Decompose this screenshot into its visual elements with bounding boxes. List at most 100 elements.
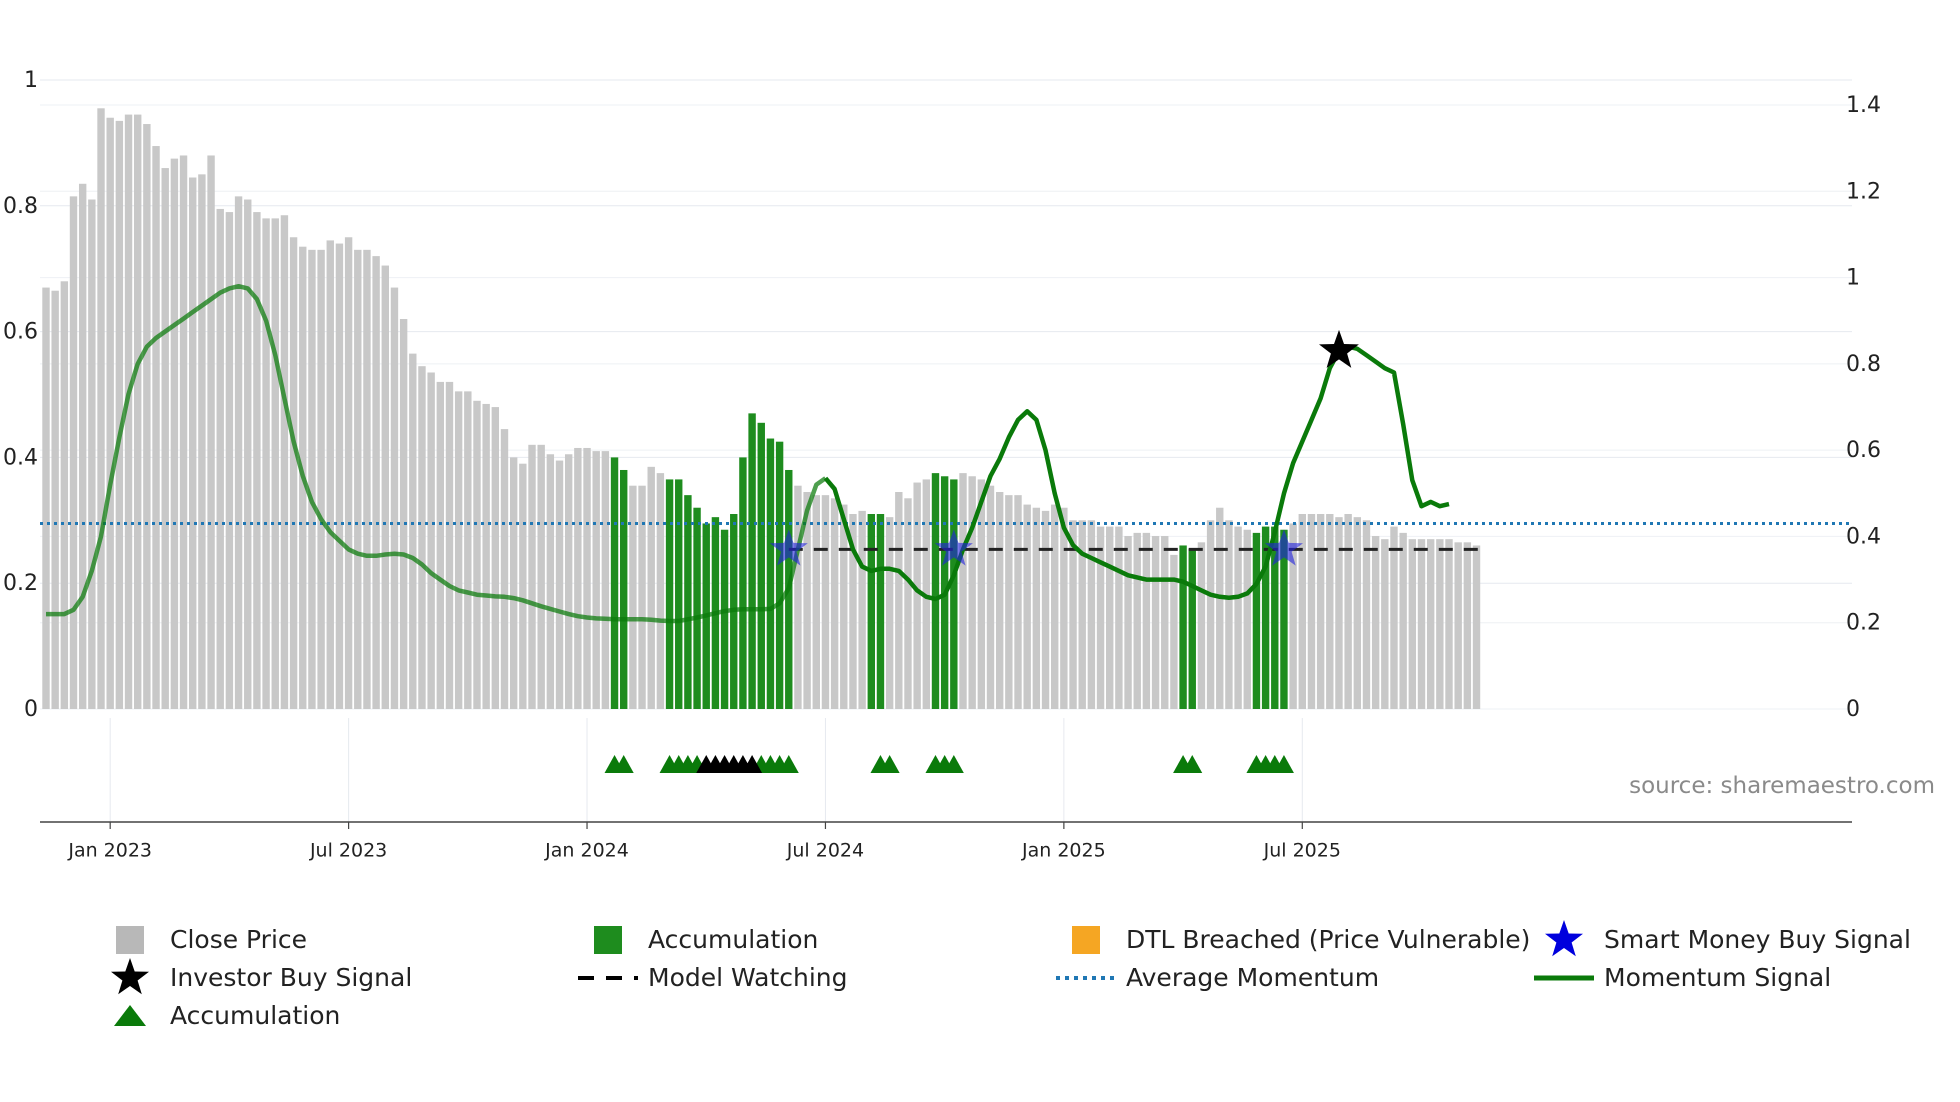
close-price-bar — [354, 249, 362, 709]
close-price-bar — [482, 403, 490, 709]
close-price-bar — [1472, 545, 1481, 709]
close-price-bar — [244, 199, 252, 709]
x-tick-label: Jul 2023 — [309, 840, 387, 862]
legend-label: Average Momentum — [1126, 963, 1379, 992]
accumulation-bar — [1179, 545, 1187, 709]
smart-money-buy-star — [934, 529, 973, 566]
close-price-bar — [1381, 539, 1389, 709]
close-price-bar — [97, 108, 105, 710]
close-price-bar — [1234, 526, 1242, 709]
close-price-bar — [225, 212, 234, 709]
accumulation-bar — [1261, 526, 1270, 709]
close-price-bar — [555, 460, 564, 709]
accumulation-bar — [739, 457, 747, 709]
x-tick-label: Jan 2023 — [67, 840, 152, 862]
close-price-bar — [1216, 507, 1224, 709]
close-price-bar — [216, 208, 224, 709]
close-price-bar — [1151, 536, 1160, 709]
close-price-bar — [1170, 554, 1178, 709]
close-price-bar — [885, 517, 894, 709]
legend-label: Accumulation — [648, 925, 818, 954]
x-tick-label: Jan 2025 — [1021, 840, 1106, 862]
close-price-bar — [1408, 539, 1417, 709]
accumulation-bar — [950, 479, 958, 709]
accumulation-bar — [766, 438, 775, 709]
close-price-bar — [546, 454, 555, 709]
close-price-bar — [289, 237, 298, 709]
close-price-bar — [564, 454, 573, 709]
legend-label: DTL Breached (Price Vulnerable) — [1126, 925, 1530, 954]
axes: 0 0.2 0.4 0.6 0.8 1 0 0.2 0.4 0.6 0.8 1 1.2 1.4 Jan 20… — [3, 68, 1881, 862]
accumulation-bar — [757, 422, 765, 709]
accumulation-bar — [620, 469, 628, 709]
close-price-bar — [234, 196, 243, 710]
close-price-bar — [115, 120, 124, 709]
close-price-bar — [1087, 520, 1096, 709]
accumulation-bar — [675, 479, 683, 709]
close-price-bar — [1060, 507, 1068, 709]
close-price-bar — [409, 353, 417, 709]
right-tick-label: 0 — [1846, 697, 1860, 722]
accumulation-bar — [720, 529, 729, 709]
legend-symbol-square — [594, 926, 622, 954]
x-tick-label: Jan 2024 — [544, 840, 629, 862]
accumulation-triangle — [1273, 755, 1294, 773]
accumulation-triangle — [943, 755, 964, 773]
close-price-bar — [519, 463, 527, 709]
close-price-bar — [88, 199, 96, 709]
accumulation-bar — [1280, 529, 1288, 709]
accumulation-triangle — [778, 755, 799, 773]
close-price-bar — [326, 240, 334, 709]
left-tick-label: 0.2 — [3, 571, 38, 596]
close-price-bar — [198, 174, 206, 710]
close-price-bar — [308, 249, 316, 709]
close-price-bar — [1353, 517, 1362, 709]
legend-symbol-square — [116, 926, 144, 954]
signal-markers — [604, 329, 1359, 773]
close-price-bar — [1032, 507, 1041, 709]
close-price-bar — [803, 491, 811, 709]
close-price-bar — [509, 457, 518, 709]
close-price-bar — [812, 495, 820, 709]
close-price-bar — [1335, 517, 1343, 709]
close-price-bar — [1426, 539, 1435, 709]
close-price-bar — [344, 237, 353, 709]
close-price-bar — [1161, 536, 1169, 709]
accumulation-triangle — [1182, 755, 1203, 773]
close-price-bar — [500, 429, 509, 709]
close-price-bar — [840, 504, 848, 709]
close-price-bar — [253, 212, 261, 709]
left-tick-label: 0 — [24, 697, 38, 722]
close-price-bar — [858, 510, 866, 709]
close-price-bar — [849, 514, 857, 709]
close-price-bar — [1225, 520, 1233, 709]
close-price-bar — [995, 491, 1004, 709]
accumulation-bar — [876, 514, 885, 709]
legend-label: Momentum Signal — [1604, 963, 1831, 992]
close-price-bar — [418, 366, 426, 709]
accumulation-bar — [1271, 526, 1279, 709]
close-price-bar — [1206, 520, 1215, 709]
close-price-bar — [271, 218, 279, 709]
close-price-bar — [638, 485, 646, 709]
close-price-bar — [363, 249, 371, 709]
close-price-bar — [390, 287, 399, 709]
close-price-bars — [42, 108, 1481, 710]
close-price-bar — [1041, 510, 1050, 709]
left-tick-label: 0.6 — [3, 320, 38, 345]
accumulation-bar — [931, 473, 940, 709]
close-price-bar — [647, 466, 655, 709]
right-tick-label: 0.2 — [1846, 611, 1881, 636]
left-tick-label: 0.8 — [3, 194, 38, 219]
legend-label: Investor Buy Signal — [170, 963, 412, 992]
investor-buy-star — [1319, 329, 1359, 368]
close-price-bar — [656, 473, 665, 709]
source-label: source: sharemaestro.com — [1629, 773, 1935, 799]
close-price-bar — [959, 473, 967, 709]
close-price-bar — [1133, 532, 1141, 709]
close-price-bar — [574, 447, 582, 709]
close-price-bar — [1096, 526, 1105, 709]
right-tick-label: 0.8 — [1846, 352, 1881, 377]
close-price-bar — [904, 498, 912, 709]
left-tick-label: 1 — [24, 68, 38, 93]
